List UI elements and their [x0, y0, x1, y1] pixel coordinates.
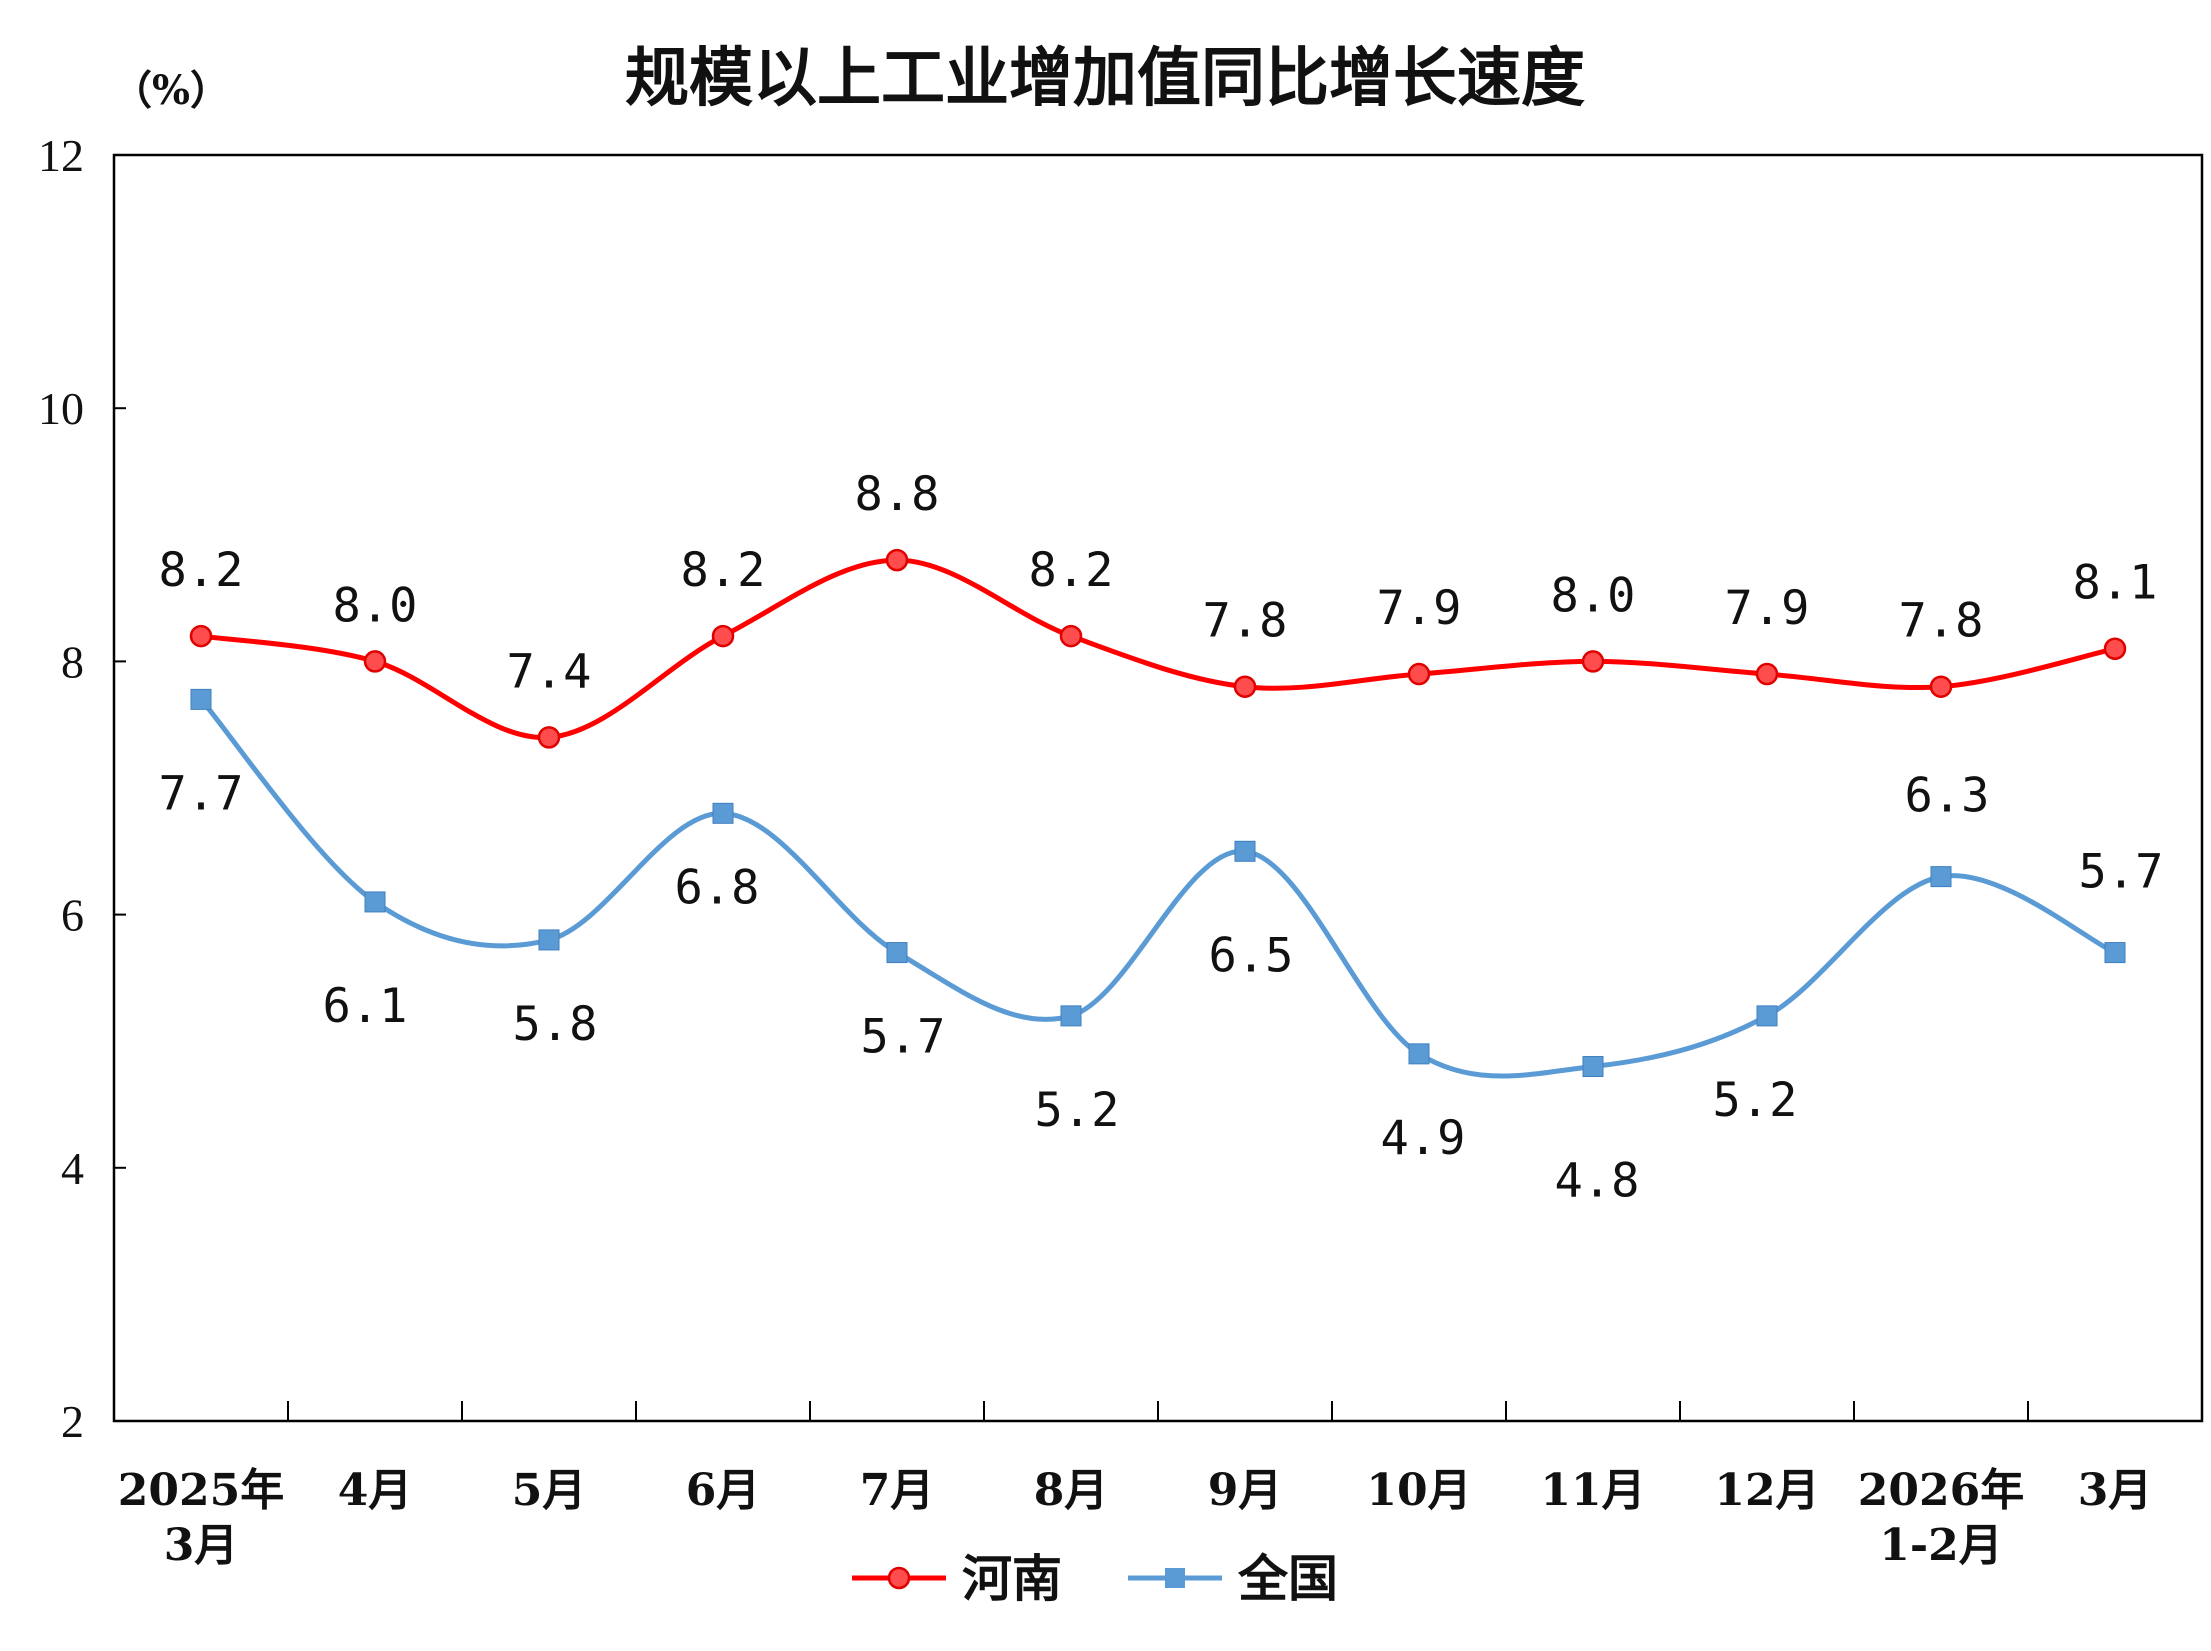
data-label: 5.7 [2079, 845, 2164, 900]
data-label: 8.2 [1029, 543, 1114, 598]
data-point-henan [363, 650, 387, 673]
x-tick-label: 11月 [1540, 1465, 1645, 1516]
chart-title: 规模以上工业增加值同比增长速度 [625, 41, 1585, 116]
data-label: 6.1 [323, 979, 408, 1034]
x-tick-label: 10月 [1366, 1465, 1471, 1516]
data-point-henan [1755, 662, 1779, 686]
legend: 河南 全国 [852, 1549, 1338, 1608]
data-label: 8.0 [1551, 568, 1636, 623]
legend-label: 全国 [1237, 1549, 1338, 1608]
x-tick-label: 9月 [1208, 1465, 1283, 1516]
data-point-national [2104, 942, 2126, 964]
data-label: 8.1 [2073, 556, 2158, 611]
x-tick-label: 3月 [2078, 1465, 2153, 1516]
data-label: 8.8 [855, 467, 940, 522]
data-point-henan [1929, 675, 1953, 698]
data-labels-layer: 8.2 8.0 7.4 8.2 8.8 8.2 7.8 7.9 8.0 7.9 7.8 8.1 7.7 6… [159, 467, 2164, 1208]
x-tick-label: 8月 [1034, 1465, 1109, 1516]
y-tick-label: 6 [61, 890, 84, 941]
data-point-national [712, 802, 734, 824]
y-tick-label: 4 [61, 1143, 84, 1194]
x-tick-label: 4月 [338, 1465, 413, 1516]
data-point-national [1582, 1056, 1604, 1078]
data-label: 4.8 [1555, 1154, 1640, 1209]
data-point-henan [1059, 624, 1083, 648]
data-label: 5.2 [1035, 1083, 1120, 1138]
data-label: 4.9 [1381, 1111, 1466, 1166]
y-tick-label: 8 [61, 636, 84, 687]
x-tick-label: 12月 [1714, 1465, 1819, 1516]
data-point-national [886, 942, 908, 964]
data-label: 7.9 [1377, 581, 1462, 636]
data-point-national [190, 688, 212, 710]
series-layer [189, 548, 2127, 1079]
data-point-henan [537, 726, 561, 749]
x-tick-label: 6月 [686, 1465, 761, 1516]
data-point-henan [1233, 675, 1257, 698]
data-label: 5.8 [513, 997, 598, 1052]
y-tick-label: 2 [61, 1396, 84, 1447]
data-label: 7.8 [1203, 594, 1288, 649]
plot-area-frame [112, 153, 2204, 1423]
data-point-henan [711, 624, 735, 648]
data-point-national [1234, 840, 1256, 862]
data-label: 6.3 [1905, 769, 1990, 824]
y-axis-ticks: 2 4 6 8 10 12 [38, 130, 126, 1447]
data-label: 8.2 [159, 543, 244, 598]
data-point-henan [1407, 662, 1431, 686]
data-label: 5.7 [861, 1010, 946, 1065]
series-line-national [199, 697, 2117, 1079]
y-tick-label: 12 [38, 130, 84, 181]
data-point-henan [2103, 637, 2127, 660]
data-point-national [1060, 1005, 1082, 1027]
x-tick-label: 2025年 [118, 1465, 284, 1516]
data-label: 6.5 [1209, 928, 1294, 983]
legend-label: 河南 [962, 1549, 1062, 1608]
legend-marker-square [1165, 1568, 1185, 1588]
data-label: 8.0 [333, 578, 418, 633]
data-point-national [1756, 1005, 1778, 1027]
data-label: 7.8 [1899, 594, 1984, 649]
data-label: 8.2 [681, 543, 766, 598]
y-tick-label: 10 [38, 383, 84, 434]
y-axis-unit-label: （%） [112, 67, 230, 114]
x-tick-label: 7月 [860, 1465, 935, 1516]
series-line-henan [200, 557, 2116, 740]
x-tick-label: 5月 [512, 1465, 587, 1516]
data-point-henan [1581, 650, 1605, 673]
data-point-national [1408, 1043, 1430, 1065]
data-point-national [1930, 866, 1952, 888]
x-tick-label: 1-2月 [1879, 1520, 2003, 1571]
data-label: 7.9 [1725, 581, 1810, 636]
data-point-national [364, 891, 386, 913]
data-label: 7.7 [159, 766, 244, 821]
data-point-national [538, 929, 560, 951]
data-point-henan [885, 548, 909, 572]
data-label: 5.2 [1713, 1073, 1798, 1128]
data-point-henan [189, 624, 213, 648]
legend-marker-circle [887, 1566, 911, 1590]
x-tick-label: 3月 [164, 1520, 239, 1571]
data-label: 7.4 [507, 644, 592, 699]
data-label: 6.8 [675, 860, 760, 915]
x-tick-label: 2026年 [1858, 1465, 2024, 1516]
